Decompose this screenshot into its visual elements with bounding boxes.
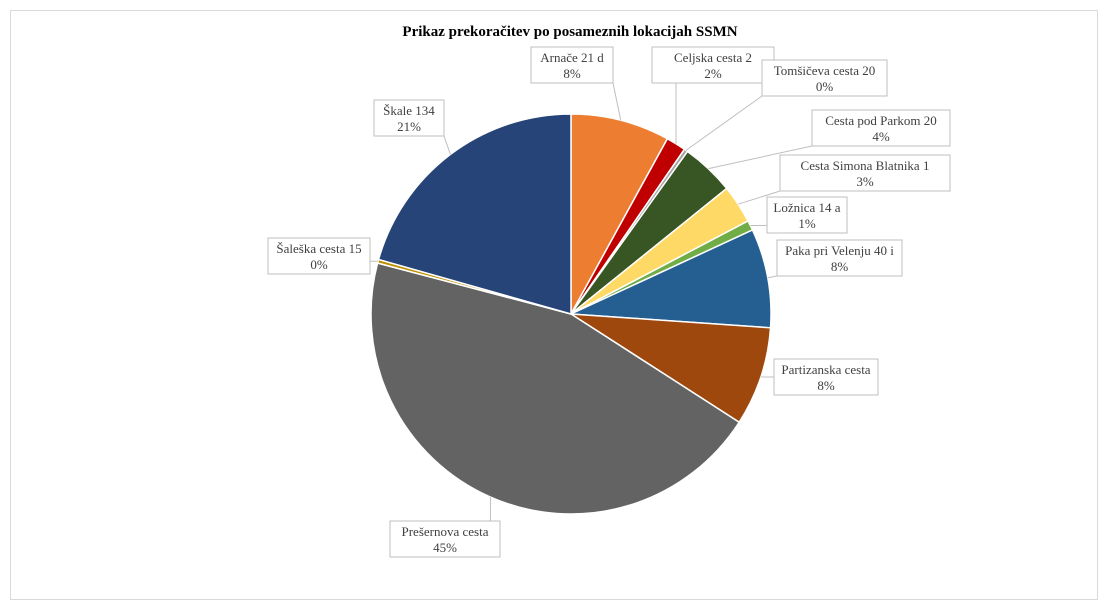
- slice-label: Cesta Simona Blatnika 13%: [738, 154, 951, 205]
- slice-label-percent: 1%: [798, 216, 816, 231]
- label-box: [773, 358, 879, 396]
- slice-label-percent: 3%: [856, 174, 874, 189]
- slice-label: Ložnica 14 a1%: [750, 196, 848, 234]
- chart-title: Prikaz prekoračitev po posameznih lokaci…: [402, 24, 737, 40]
- slice-label-percent: 0%: [310, 257, 328, 272]
- slice-label-percent: 8%: [817, 378, 835, 393]
- leader-line: [685, 95, 763, 151]
- slice-label-name: Prešernova cesta: [402, 524, 489, 539]
- slice-label: Tomšičeva cesta 200%: [685, 59, 888, 151]
- pie-slice: [570, 228, 772, 329]
- slice-label-percent: 8%: [831, 259, 849, 274]
- pie-slice: [370, 262, 741, 515]
- slice-labels: Arnače 21 d8%Celjska cesta 22% Tomšičeva …: [267, 46, 951, 558]
- slice-label-name: Cesta pod Parkom 20: [825, 113, 937, 128]
- leader-line: [767, 275, 778, 279]
- slice-label: Paka pri Velenju 40 i8%: [767, 239, 903, 279]
- slice-label-name: Cesta Simona Blatnika 1: [801, 158, 930, 173]
- label-box: [389, 520, 501, 558]
- label-box: [373, 99, 445, 137]
- pie-slice: [570, 113, 669, 315]
- slice-label: Celjska cesta 22%: [651, 46, 775, 144]
- slice-label-name: Paka pri Velenju 40 i: [785, 243, 894, 258]
- label-box: [761, 59, 888, 97]
- label-box: [530, 46, 614, 84]
- slice-label-percent: 21%: [397, 119, 421, 134]
- slice-label-percent: 2%: [704, 66, 722, 81]
- label-box: [811, 109, 951, 147]
- slice-label: Cesta pod Parkom 204%: [708, 109, 951, 170]
- slice-label-percent: 45%: [433, 540, 457, 555]
- leader-line: [738, 190, 781, 205]
- pie-slices: [370, 113, 772, 515]
- slice-label-name: Partizanska cesta: [781, 362, 870, 377]
- slice-label-name: Škale 134: [383, 103, 435, 118]
- label-box: [766, 196, 848, 234]
- label-box: [267, 237, 371, 275]
- slice-label-name: Ložnica 14 a: [773, 200, 840, 215]
- slice-label-percent: 4%: [872, 129, 890, 144]
- leader-line: [708, 145, 813, 170]
- slice-label-name: Arnače 21 d: [540, 50, 604, 65]
- slice-label-name: Šaleška cesta 15: [276, 241, 361, 256]
- slice-label-name: Tomšičeva cesta 20: [774, 63, 876, 78]
- slice-label: Šaleška cesta 150%: [267, 237, 379, 275]
- leader-line: [612, 82, 622, 121]
- label-box: [779, 154, 951, 192]
- slice-label-percent: 0%: [816, 79, 834, 94]
- slice-label-percent: 8%: [563, 66, 581, 81]
- label-box: [776, 239, 903, 277]
- pie-slice: [570, 313, 772, 424]
- leader-line: [443, 135, 451, 155]
- label-box: [651, 46, 775, 84]
- slice-label-name: Celjska cesta 2: [674, 50, 752, 65]
- slice-label: Arnače 21 d8%: [530, 46, 622, 121]
